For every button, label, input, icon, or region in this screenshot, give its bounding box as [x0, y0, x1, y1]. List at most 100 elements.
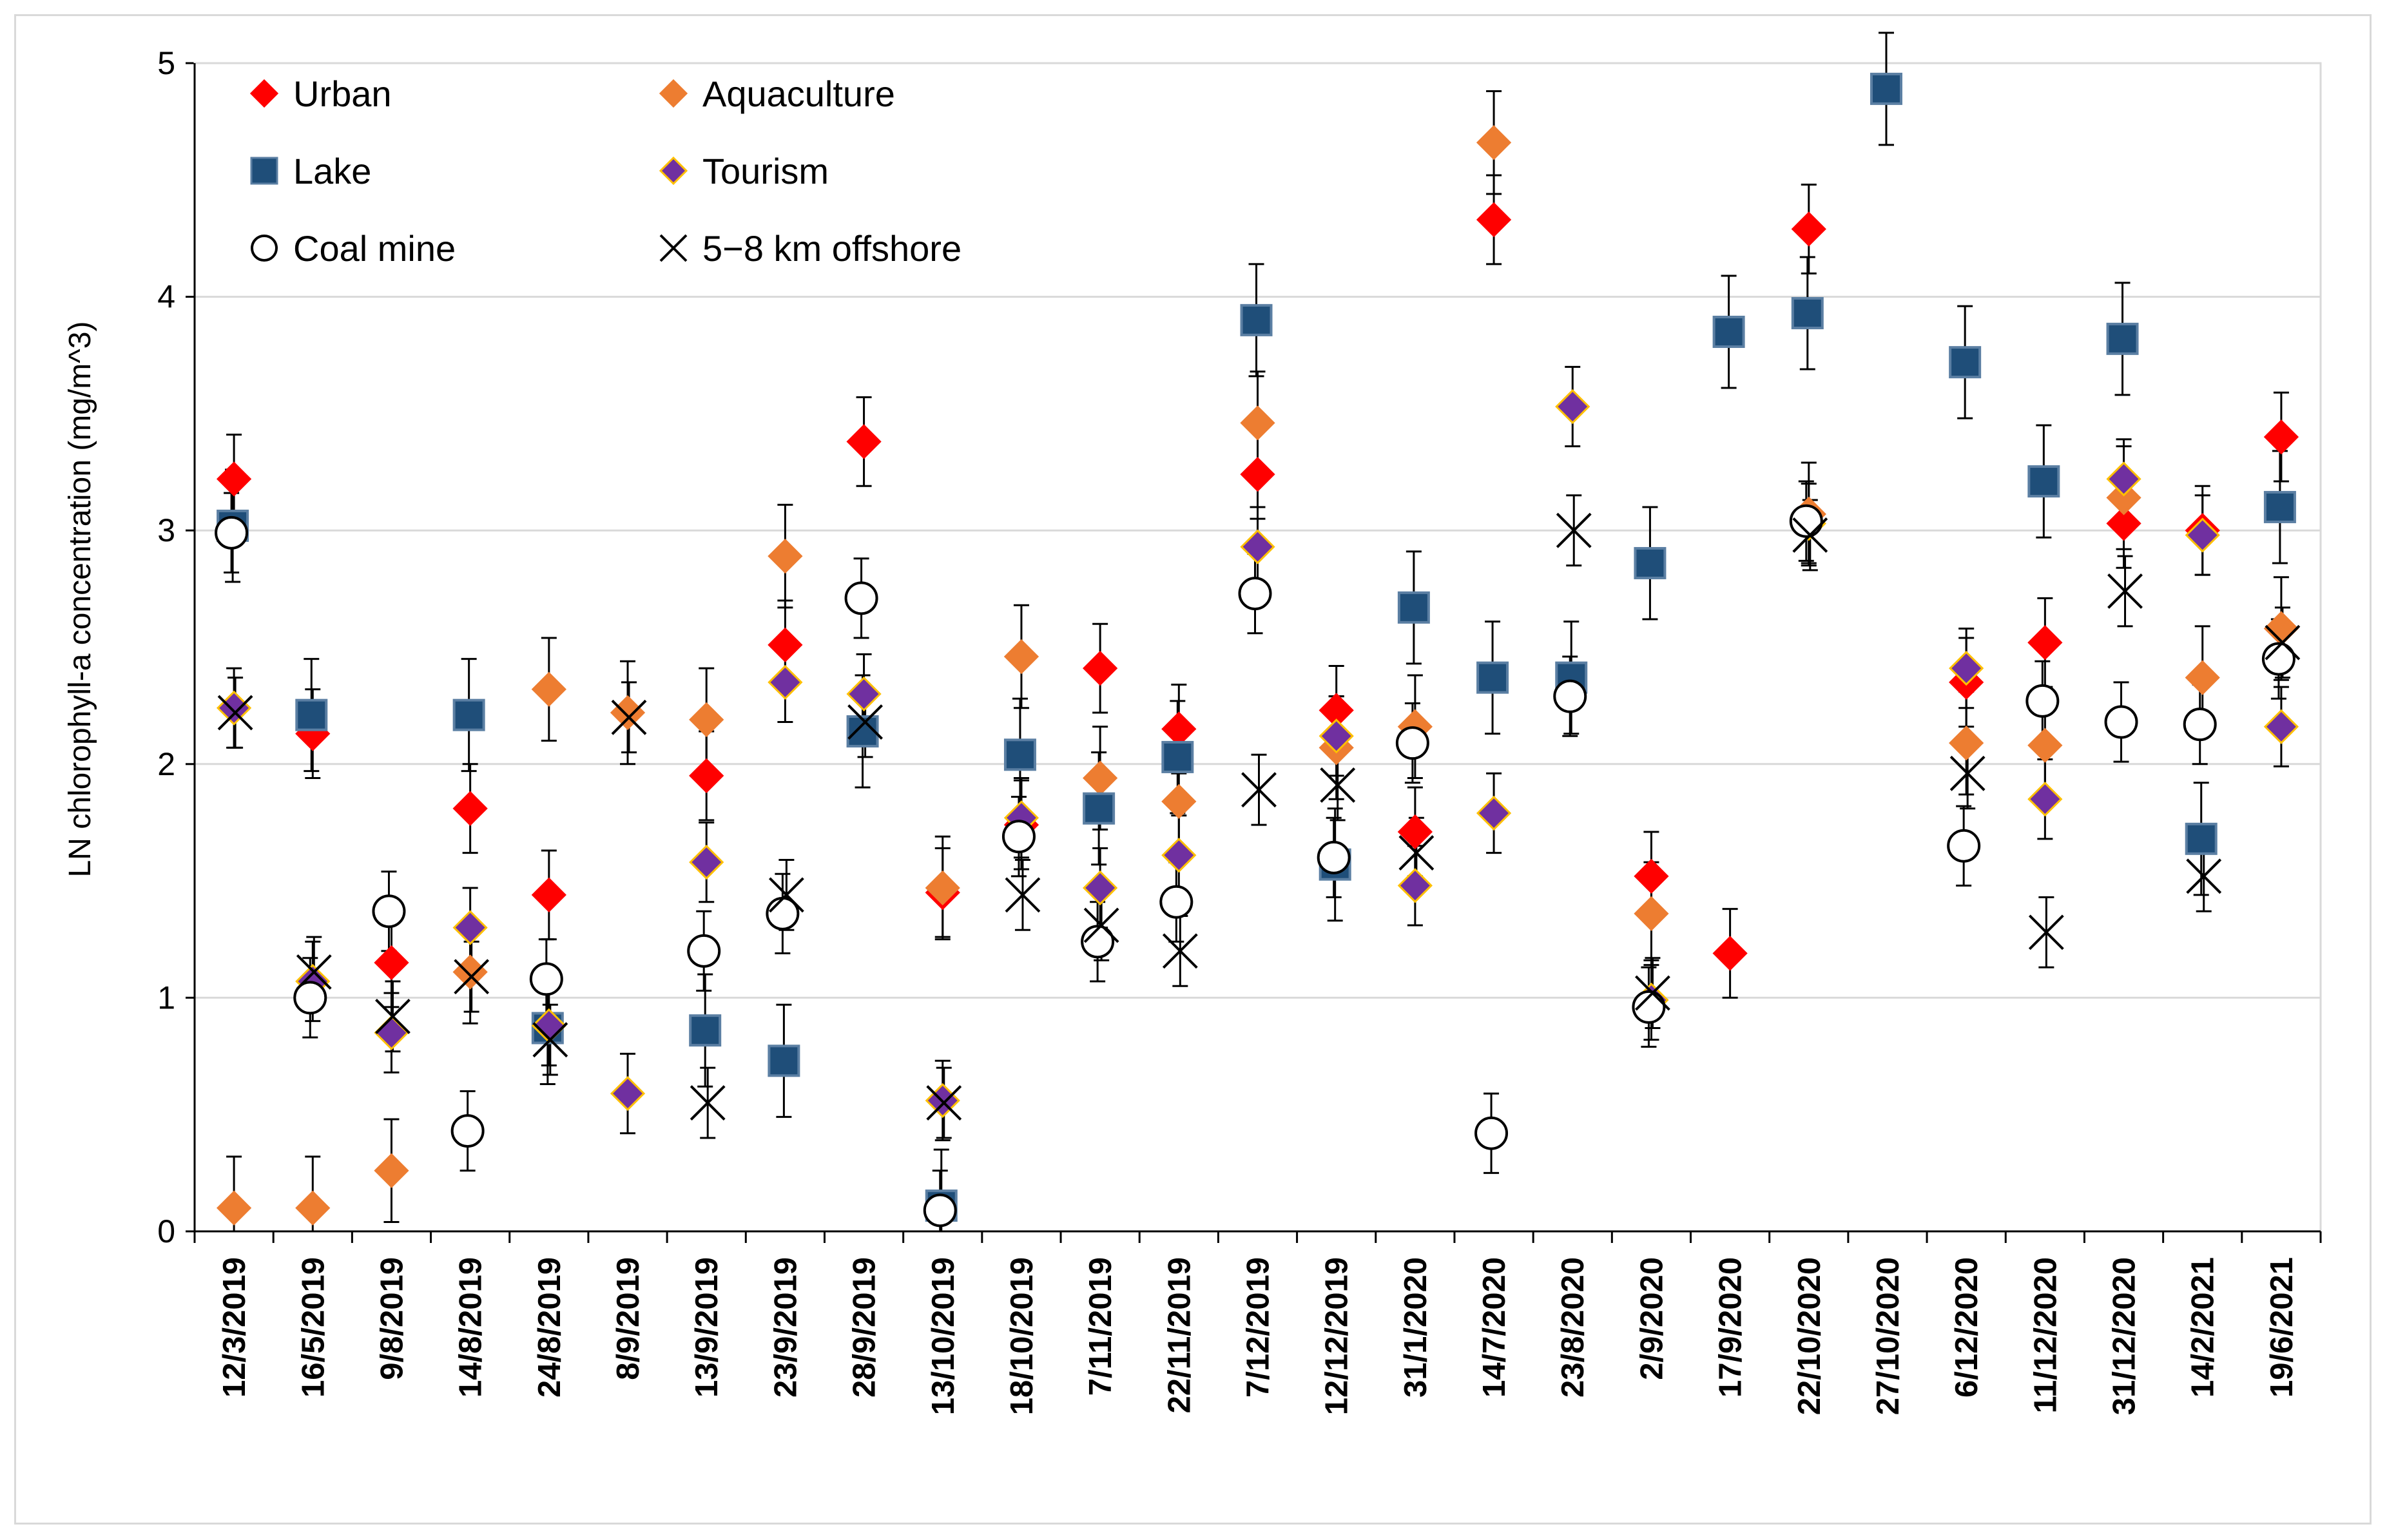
x-tick-label: 13/9/2019	[690, 1257, 724, 1398]
point-5-8-km-offshore	[1083, 907, 1119, 943]
point-urban	[1476, 202, 1512, 238]
point-urban	[2263, 419, 2299, 455]
point-5-8-km-offshore	[690, 1085, 726, 1121]
point-lake	[2263, 490, 2296, 523]
point-tourism	[1949, 651, 1984, 686]
point-coal-mine	[1081, 925, 1115, 959]
x-tick-label: 14/7/2020	[1477, 1257, 1512, 1398]
legend-label: Lake	[293, 151, 371, 191]
point-coal-mine	[2104, 705, 2138, 739]
point-coal-mine	[529, 962, 563, 996]
data-marks	[215, 32, 2301, 1233]
y-tick-labels: 0 1 2 3 4 5	[157, 45, 175, 1249]
point-tourism	[1240, 529, 1275, 564]
point-lake	[689, 1014, 722, 1047]
point-tourism	[610, 1075, 646, 1112]
point-lake	[1240, 303, 1273, 336]
x-tick-label: 2/9/2020	[1634, 1257, 1669, 1380]
point-urban	[374, 945, 409, 981]
point-lake	[1791, 296, 1824, 329]
point-urban	[2106, 506, 2141, 541]
x-tick-label: 8/9/2019	[611, 1257, 646, 1380]
point-coal-mine	[1317, 840, 1351, 874]
y-tick-label: 4	[157, 279, 175, 315]
point-tourism	[1319, 718, 1354, 754]
x-tick-label: 14/2/2021	[2186, 1257, 2221, 1398]
point-5-8-km-offshore	[1241, 772, 1277, 808]
point-aquaculture	[1949, 726, 1984, 761]
x-tick-label: 22/10/2020	[1792, 1257, 1827, 1415]
point-aquaculture	[1161, 784, 1197, 819]
point-coal-mine	[293, 981, 327, 1015]
point-5-8-km-offshore	[296, 954, 332, 990]
point-coal-mine	[215, 515, 249, 550]
legend: Urban Aquaculture Lake Tourism Coal mine 5−8 …	[249, 73, 962, 269]
x-tick-label: 31/12/2020	[2107, 1257, 2142, 1415]
point-urban	[1083, 651, 1118, 686]
point-aquaculture	[768, 538, 803, 574]
point-tourism	[2027, 782, 2063, 817]
point-aquaculture	[610, 695, 646, 731]
point-coal-mine	[1632, 990, 1666, 1024]
point-tourism	[1083, 870, 1118, 906]
x-tick-label: 27/10/2020	[1871, 1257, 1906, 1415]
point-coal-mine	[2025, 684, 2060, 718]
series-coal-mine	[215, 504, 2295, 1227]
legend-label: Urban	[293, 73, 392, 114]
point-coal-mine	[1789, 504, 1823, 538]
x-tick-label: 12/3/2019	[217, 1257, 252, 1398]
point-coal-mine	[1001, 820, 1036, 854]
legend-item-aquaculture: Aquaculture	[659, 73, 895, 114]
point-lake	[295, 698, 328, 731]
point-aquaculture	[2027, 727, 2063, 763]
x-tick-label: 6/12/2020	[1949, 1257, 1984, 1398]
x-tick-label: 14/8/2019	[454, 1257, 488, 1398]
point-5-8-km-offshore	[1792, 517, 1828, 553]
point-lake	[1870, 72, 1902, 105]
point-coal-mine	[1238, 577, 1272, 611]
point-5-8-km-offshore	[768, 877, 804, 913]
legend-label: Aquaculture	[702, 73, 895, 114]
x-tick-label: 11/12/2020	[2028, 1257, 2063, 1414]
point-5-8-km-offshore	[1949, 755, 1986, 791]
point-coal-mine	[1947, 829, 1981, 863]
point-5-8-km-offshore	[847, 704, 883, 740]
series-aquaculture-error-bars	[226, 90, 2289, 1233]
x-tick-label: 16/5/2019	[296, 1257, 331, 1398]
point-urban	[846, 424, 882, 459]
x-tick-label: 13/10/2019	[926, 1257, 961, 1415]
x-tick-label: 17/9/2020	[1714, 1257, 1748, 1398]
point-5-8-km-offshore	[1162, 933, 1198, 969]
point-tourism	[2106, 461, 2141, 497]
point-tourism	[689, 844, 724, 880]
point-coal-mine	[923, 1193, 957, 1227]
series-aquaculture	[216, 125, 2299, 1226]
point-5-8-km-offshore	[2186, 858, 2222, 894]
point-5-8-km-offshore	[1320, 767, 1356, 803]
point-5-8-km-offshore	[2107, 573, 2143, 609]
point-tourism	[374, 1015, 409, 1050]
point-aquaculture	[295, 1190, 331, 1226]
legend-marker-5-8-km-offshore	[659, 234, 688, 262]
point-5-8-km-offshore	[532, 1022, 568, 1058]
x-tick-label: 19/6/2021	[2265, 1257, 2299, 1398]
x-tick-label: 22/11/2019	[1162, 1257, 1197, 1414]
point-5-8-km-offshore	[1005, 877, 1041, 913]
x-tick-label: 23/9/2019	[768, 1257, 803, 1398]
point-urban	[1712, 936, 1748, 971]
point-tourism	[1555, 389, 1590, 425]
series-lake-error-bars	[225, 32, 2288, 1233]
x-tick-label: 28/9/2019	[847, 1257, 882, 1398]
point-lake	[1476, 661, 1509, 694]
y-tick-label: 3	[157, 512, 175, 548]
point-lake	[1949, 346, 1982, 379]
point-tourism	[1161, 838, 1197, 873]
plot-area-border	[193, 62, 2322, 1233]
point-urban	[1791, 211, 1826, 247]
point-lake	[846, 715, 879, 748]
point-tourism	[452, 910, 488, 945]
point-aquaculture	[1003, 639, 1039, 675]
point-lake	[768, 1044, 800, 1077]
point-5-8-km-offshore	[1635, 975, 1670, 1011]
legend-item-urban: Urban	[249, 73, 392, 114]
